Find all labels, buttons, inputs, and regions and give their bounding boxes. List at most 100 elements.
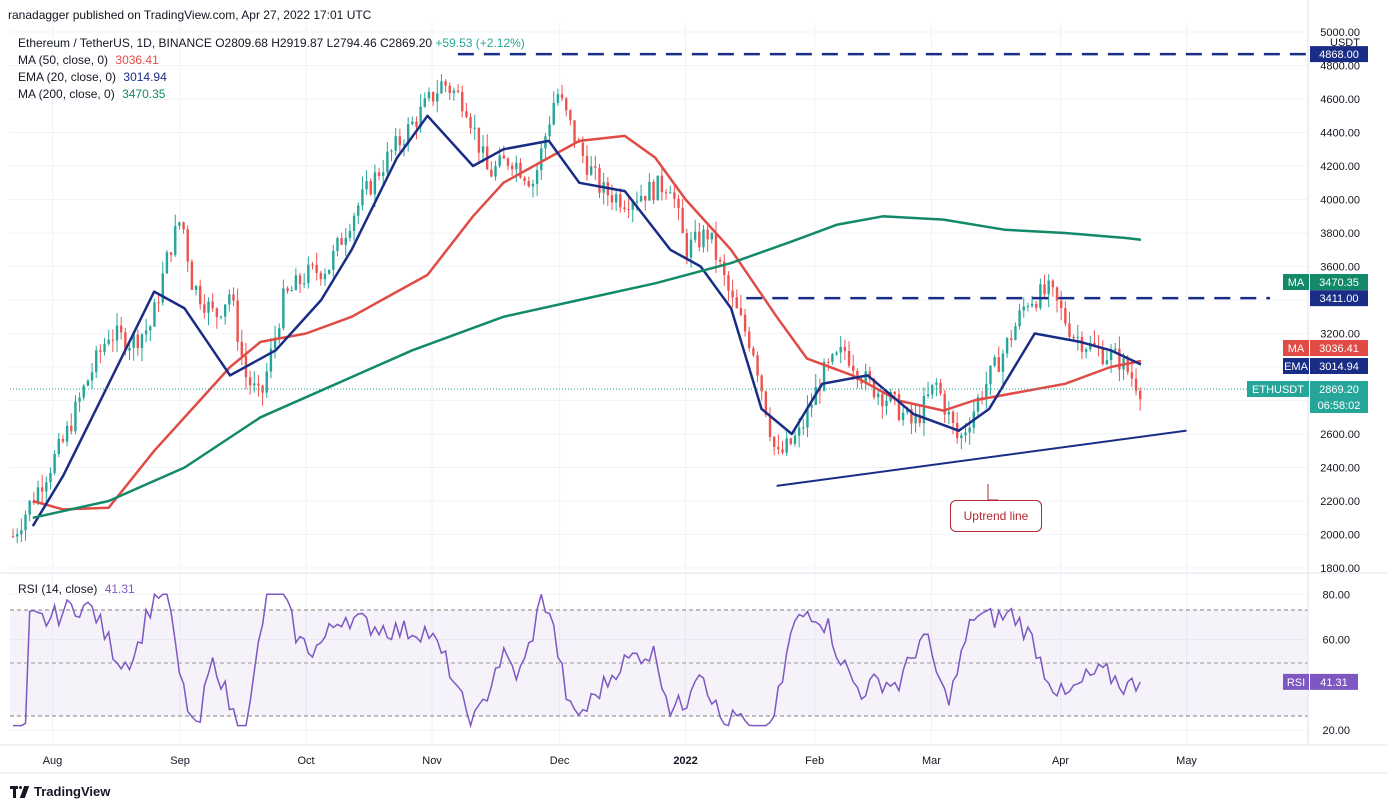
candle-body <box>20 530 23 535</box>
candle-body <box>115 325 119 341</box>
candle-body <box>760 375 763 392</box>
price-label-value: 3470.35 <box>1319 277 1359 289</box>
time-tick-label: Nov <box>422 755 442 767</box>
candle-body <box>373 172 377 195</box>
candle-body <box>1118 348 1121 370</box>
candle-body <box>95 350 98 373</box>
horizontal-levels <box>457 52 1308 300</box>
candle-body <box>444 81 447 86</box>
candle-body <box>452 90 456 93</box>
candle-body <box>810 405 813 408</box>
candle-body <box>856 370 859 381</box>
candle-body <box>502 155 506 159</box>
candle-body <box>797 427 801 436</box>
candle-body <box>843 346 847 352</box>
price-labels: 4868.00 3411.00 MA 3470.35 MA 3036.41 EMA 3014.… <box>1247 46 1368 690</box>
candle-body <box>1026 305 1030 307</box>
time-tick-label: Aug <box>43 755 63 767</box>
last-price-label: ETHUSDT 2869.20 06:58:02 <box>1247 381 1368 413</box>
candle-body <box>344 237 347 245</box>
candle-body <box>698 231 701 248</box>
candle-body <box>415 121 418 127</box>
candle-body <box>223 304 227 317</box>
candle-body <box>406 124 410 145</box>
candle-body <box>1080 336 1084 352</box>
candle-body <box>119 325 123 333</box>
candle-body <box>710 232 713 240</box>
candle-body <box>40 487 44 492</box>
candle-body <box>1114 348 1117 351</box>
candle-body <box>573 120 576 143</box>
candle-body <box>552 102 555 125</box>
candle-body <box>28 500 31 515</box>
price-label-value: 3036.41 <box>1319 343 1359 355</box>
time-tick-label: Mar <box>922 755 941 767</box>
candle-body <box>53 453 56 473</box>
candle-body <box>772 436 776 448</box>
candle-body <box>111 339 115 341</box>
candle-body <box>1105 360 1109 365</box>
candle-body <box>897 394 901 420</box>
last-price-box <box>1310 381 1368 413</box>
rsi-badge-tag-text: RSI <box>1287 677 1305 689</box>
candle-body <box>935 382 938 385</box>
candle-body <box>203 304 206 313</box>
candle-body <box>723 261 726 276</box>
level-label-box <box>1310 46 1368 63</box>
candle-body <box>852 365 855 371</box>
time-tick-label: 2022 <box>673 755 697 767</box>
candle-body <box>939 382 942 394</box>
candle-body <box>157 302 160 304</box>
candle-body <box>24 514 27 531</box>
tradingview-icon <box>10 785 30 798</box>
time-tick-label: Sep <box>170 755 190 767</box>
candle-body <box>1064 308 1067 324</box>
level-label: 4868.00 <box>1310 46 1368 63</box>
candle-body <box>153 302 156 327</box>
indicator-ema20[interactable]: EMA (20, close, 0) 3014.94 <box>18 70 167 84</box>
candle-body <box>706 229 709 240</box>
rsi-legend[interactable]: RSI (14, close) 41.31 <box>18 582 135 596</box>
candle-body <box>743 314 747 332</box>
candle-body <box>918 415 921 424</box>
candle-body <box>11 536 15 538</box>
candle-body <box>702 229 705 248</box>
candle-body <box>273 337 277 349</box>
indicator-label: EMA (20, close, 0) <box>18 70 117 84</box>
candle-body <box>269 348 273 372</box>
tradingview-logo[interactable]: TradingView <box>10 784 110 799</box>
candle-body <box>253 383 256 386</box>
candle-body <box>327 269 331 274</box>
candle-body <box>74 401 77 432</box>
indicator-ma50[interactable]: MA (50, close, 0) 3036.41 <box>18 53 159 67</box>
candle-body <box>594 166 597 168</box>
candle-body <box>186 229 189 262</box>
rsi-badge-box <box>1310 673 1358 690</box>
candle-body <box>644 195 647 201</box>
candle-body <box>336 238 339 251</box>
candle-body <box>868 371 872 380</box>
candle-body <box>922 395 926 424</box>
candle-body <box>78 397 81 402</box>
last-price-tag-text: ETHUSDT <box>1252 384 1304 396</box>
candle-body <box>298 275 302 285</box>
candle-body <box>1101 348 1104 365</box>
rsi-tick-label: 60.00 <box>1322 635 1350 647</box>
candle-body <box>431 92 435 102</box>
candle-body <box>228 294 231 305</box>
candle-body <box>681 208 684 234</box>
candle-body <box>685 233 689 258</box>
candle-body <box>278 328 281 338</box>
candle-body <box>461 92 464 112</box>
rsi-tick-label: 80.00 <box>1322 589 1350 601</box>
candle-body <box>332 250 335 270</box>
candle-body <box>361 189 364 206</box>
candle-body <box>215 308 219 317</box>
candle-body <box>477 127 481 153</box>
candle-body <box>781 449 784 453</box>
indicator-ma200[interactable]: MA (200, close, 0) 3470.35 <box>18 87 165 101</box>
ohlc-values: O2809.68 H2919.87 L2794.46 C2869.20 <box>215 36 433 50</box>
rsi-badge-value: 41.31 <box>1320 677 1348 689</box>
candle-body <box>664 192 668 194</box>
